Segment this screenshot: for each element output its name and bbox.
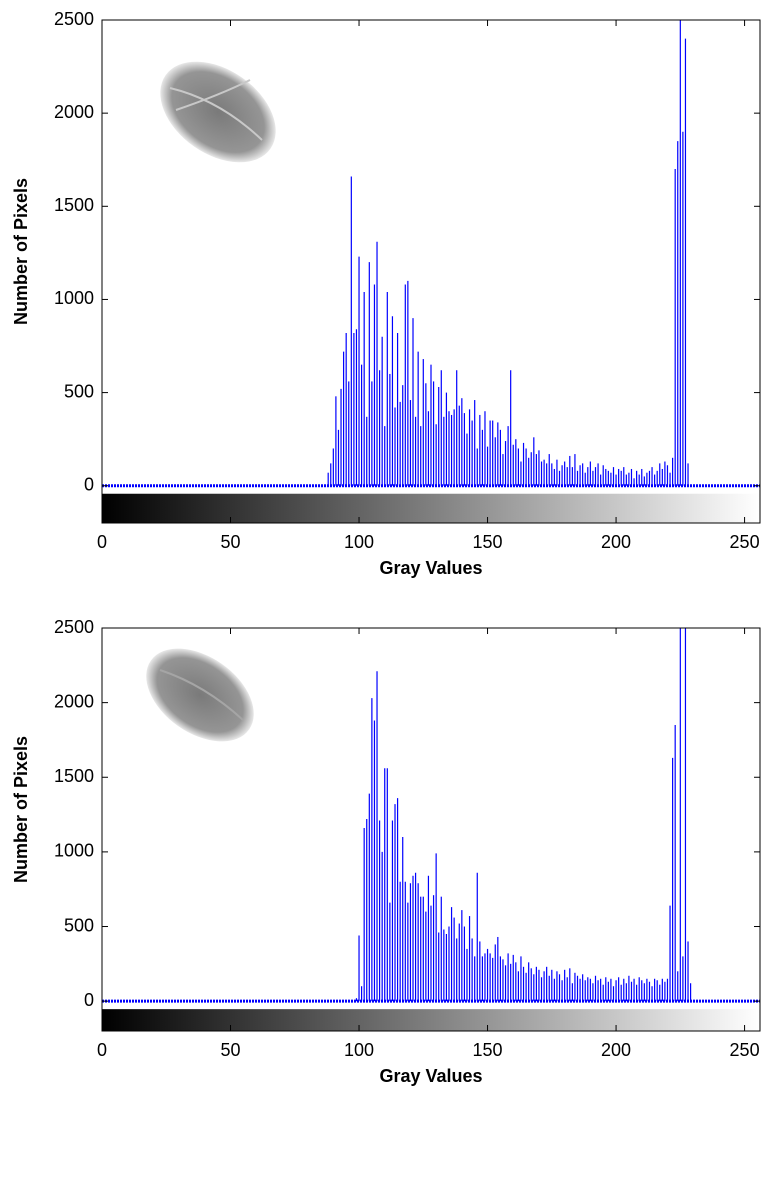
bean-image [160,61,276,163]
y-tick-label: 500 [64,915,94,935]
x-tick-label: 200 [601,532,631,552]
y-tick-label: 2000 [54,691,94,711]
x-tick-label: 100 [344,532,374,552]
x-tick-label: 250 [730,1040,760,1060]
x-tick-label: 50 [221,1040,241,1060]
y-tick-label: 1500 [54,766,94,786]
x-tick-label: 200 [601,1040,631,1060]
x-tick-label: 150 [473,1040,503,1060]
y-tick-label: 2500 [54,617,94,637]
y-tick-label: 1000 [54,288,94,308]
axes-box [101,627,761,1032]
y-tick-label: 1000 [54,841,94,861]
colorbar [102,493,760,523]
axes-box [101,19,761,524]
x-tick-label: 150 [473,532,503,552]
x-axis-label: Gray Values [379,558,482,578]
plot [102,20,760,488]
plot [102,628,760,1003]
x-tick-label: 0 [97,532,107,552]
y-tick-label: 2000 [54,102,94,122]
y-tick-label: 0 [84,990,94,1010]
y-tick-label: 500 [64,381,94,401]
x-tick-label: 250 [730,532,760,552]
x-tick-label: 50 [221,532,241,552]
y-tick-label: 1500 [54,195,94,215]
y-axis-label: Number of Pixels [11,178,31,325]
y-tick-label: 0 [84,474,94,494]
bean-image [146,648,254,742]
x-tick-label: 100 [344,1040,374,1060]
x-tick-label: 0 [97,1040,107,1060]
y-tick-label: 2500 [54,9,94,29]
colorbar [102,1009,760,1031]
x-axis-label: Gray Values [379,1066,482,1086]
y-axis-label: Number of Pixels [11,736,31,883]
